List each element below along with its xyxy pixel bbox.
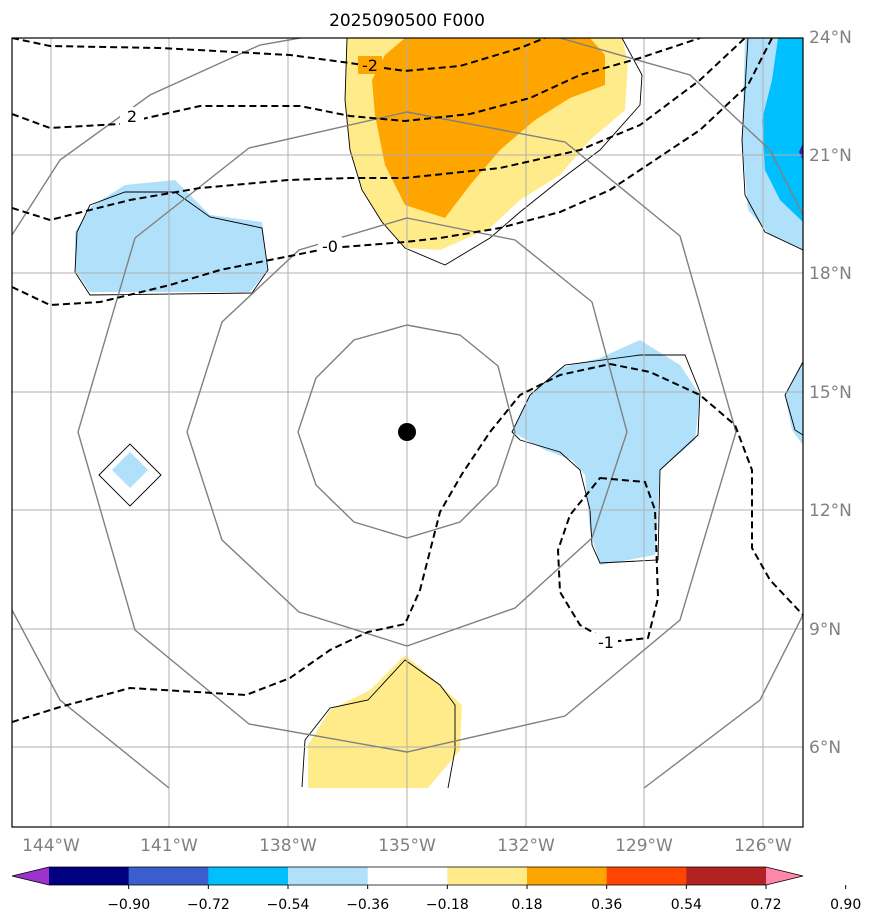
lon-label-138w: 138°W (259, 836, 317, 856)
lat-label-9n: 9°N (809, 620, 841, 640)
lon-label-126w: 126°W (734, 836, 792, 856)
colorbar-tick-label: −0.18 (426, 897, 469, 913)
lat-label-6n: 6°N (809, 738, 841, 758)
negative-anomaly-fill-right-dark (762, 38, 803, 222)
lat-label-15n: 15°N (809, 383, 852, 403)
latitude-labels: 24°N 21°N 18°N 15°N 12°N 9°N 6°N (809, 28, 852, 758)
colorbar-tick-label: 0.72 (750, 897, 781, 913)
lat-label-18n: 18°N (809, 264, 852, 284)
storm-center-marker (398, 423, 416, 441)
colorbar-tick-label: 0.18 (511, 897, 542, 913)
colorbar-tick-label: −0.90 (107, 897, 150, 913)
negative-anomaly-fill-left (75, 180, 268, 292)
colorbar-segment (606, 867, 687, 885)
lon-label-144w: 144°W (22, 836, 80, 856)
range-rings (12, 38, 803, 789)
lat-label-21n: 21°N (809, 146, 852, 166)
positive-anomaly-fill-lower (308, 655, 462, 788)
lat-label-24n: 24°N (809, 28, 852, 48)
colorbar-extend-low (12, 867, 49, 885)
map-area: -2 2 -0 -1 (12, 38, 803, 827)
colorbar-tick-label: −0.72 (187, 897, 230, 913)
lon-label-129w: 129°W (615, 836, 673, 856)
contour-label-upper: -2 (362, 56, 378, 75)
colorbar-tick-label: 0.54 (671, 897, 702, 913)
colorbar-segment (128, 867, 209, 885)
colorbar-tick-label: 0.90 (830, 897, 861, 913)
map-title: 2025090500 F000 (329, 11, 485, 31)
thin-contours (74, 38, 803, 789)
colorbar-segment (686, 867, 767, 885)
colorbar-segment (447, 867, 528, 885)
purple-edge-mark (799, 143, 803, 160)
longitude-labels: 144°W 141°W 138°W 135°W 132°W 129°W 126°… (22, 836, 792, 856)
map-frame (11, 37, 804, 828)
negative-anomaly-fill-center-right (512, 340, 700, 565)
lon-label-132w: 132°W (497, 836, 555, 856)
colorbar-tick-label: −0.54 (267, 897, 310, 913)
colorbar: −0.90 −0.72 −0.54 −0.36 −0.18 0.18 0.36 0.54 0.7… (11, 866, 861, 913)
contour-labels: -2 2 -0 -1 (120, 56, 618, 652)
contour-label-1: -1 (598, 633, 614, 652)
colorbar-segment (49, 867, 130, 885)
colorbar-segment (208, 867, 289, 885)
contour-label-0: -0 (322, 237, 338, 256)
colorbar-tick-label: −0.36 (346, 897, 389, 913)
colorbar-segment (288, 867, 369, 885)
lat-label-12n: 12°N (809, 501, 852, 521)
negative-anomaly-fill-diamond (112, 452, 148, 488)
colorbar-segment (527, 867, 608, 885)
lon-label-135w: 135°W (378, 836, 436, 856)
colorbar-outline (11, 866, 804, 886)
colorbar-tick-label: 0.36 (591, 897, 622, 913)
negative-anomaly-fill-far-right (785, 360, 803, 445)
lon-label-141w: 141°W (140, 836, 198, 856)
contour-label-2: 2 (127, 107, 137, 126)
colorbar-segment (367, 867, 448, 885)
colorbar-extend-high (766, 867, 803, 885)
